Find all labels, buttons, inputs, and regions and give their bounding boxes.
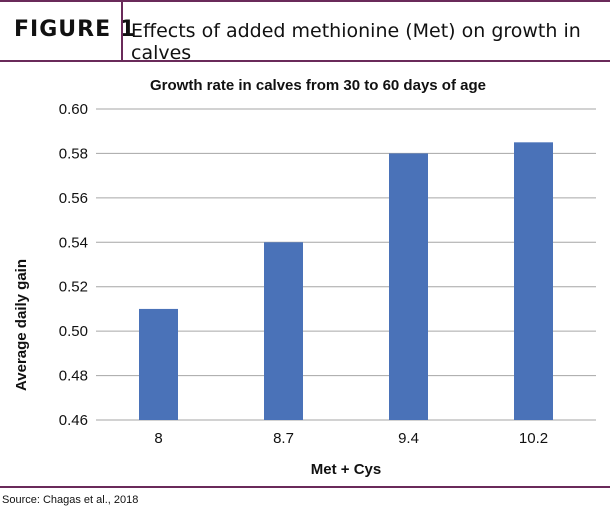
figure-title: Effects of added methionine (Met) on gro… (131, 20, 581, 64)
bar (139, 308, 178, 420)
bar (264, 242, 303, 420)
x-tick-labels: 8 8.7 9.4 10.2 (154, 430, 548, 447)
header-top-rule (0, 0, 610, 2)
x-tick-label: 8.7 (273, 430, 294, 447)
bar (514, 142, 553, 421)
bar-chart: Growth rate in calves from 30 to 60 days… (13, 77, 596, 478)
figure-label: FIGURE 1 (14, 17, 137, 42)
chart-panel: Growth rate in calves from 30 to 60 days… (0, 62, 610, 486)
gridlines (96, 108, 596, 421)
x-axis-label: Met + Cys (311, 461, 381, 478)
y-tick-label: 0.54 (59, 234, 88, 251)
y-tick-label: 0.52 (59, 279, 88, 296)
y-tick-label: 0.58 (59, 145, 88, 162)
bottom-rule (0, 486, 610, 488)
header-bottom-rule (0, 60, 610, 62)
y-tick-label: 0.46 (59, 412, 88, 429)
x-tick-label: 9.4 (398, 430, 419, 447)
x-tick-label: 8 (154, 430, 162, 447)
source-note: Source: Chagas et al., 2018 (2, 494, 139, 506)
chart-title: Growth rate in calves from 30 to 60 days… (150, 77, 486, 94)
y-tick-label: 0.56 (59, 190, 88, 207)
header-divider (121, 2, 123, 60)
y-axis-label: Average daily gain (13, 259, 30, 391)
bars (139, 142, 553, 421)
x-tick-label: 10.2 (519, 430, 548, 447)
y-tick-label: 0.50 (59, 323, 88, 340)
y-tick-label: 0.60 (59, 101, 88, 118)
figure-header: FIGURE 1 Effects of added methionine (Me… (0, 0, 610, 64)
y-tick-labels: 0.46 0.48 0.50 0.52 0.54 0.56 0.58 0.60 (59, 101, 88, 429)
y-tick-label: 0.48 (59, 368, 88, 385)
bar (389, 153, 428, 420)
